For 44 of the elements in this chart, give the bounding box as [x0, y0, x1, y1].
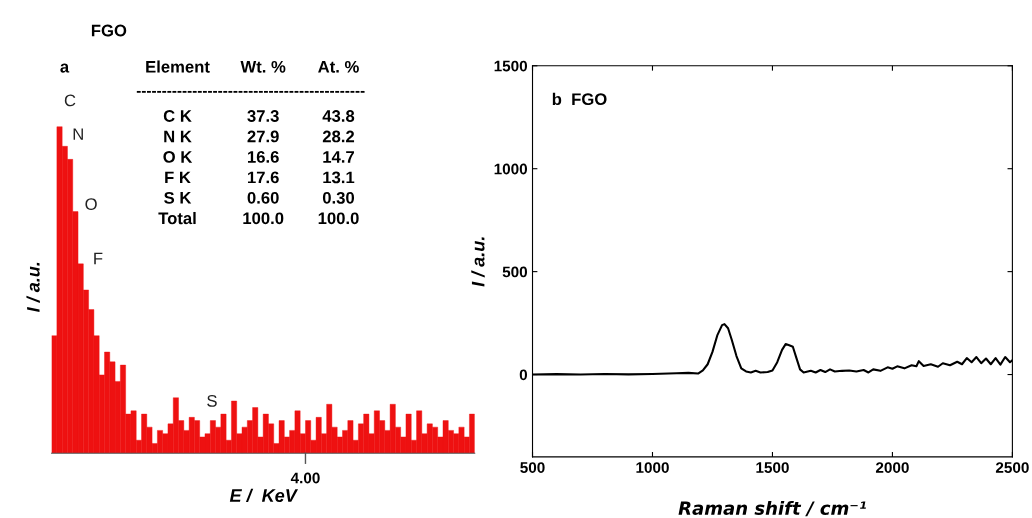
text: 4.00: [290, 472, 320, 484]
y-tick-label: 1500: [494, 60, 528, 72]
x-tick-label: 1500: [756, 462, 789, 473]
text: 43.8: [322, 110, 355, 122]
annotation: F K: [165, 171, 191, 184]
annotation: N: [73, 128, 83, 140]
annotation: O: [85, 198, 97, 210]
annotation: 17.6: [247, 171, 279, 184]
annotation: S: [207, 394, 217, 407]
text: Element: [146, 60, 210, 73]
annotation: 0.30: [322, 191, 355, 204]
x-axis-title: Raman shift / cm⁻¹: [678, 500, 866, 517]
text: At. %: [318, 60, 359, 73]
text: 37.3: [247, 110, 279, 122]
annotation: 28.2: [322, 130, 355, 143]
annotation: S K: [164, 191, 192, 204]
y-tick-label: 500: [502, 266, 528, 278]
annotation: 13.1: [323, 171, 355, 184]
x-tick-label: 2500: [995, 462, 1029, 473]
x-tick-label: 2000: [875, 462, 909, 473]
annotation: F: [94, 252, 103, 265]
text: C: [64, 94, 76, 107]
y-tick-label: 1000: [494, 163, 528, 175]
text: ---------------------------------------------: [136, 90, 365, 93]
annotation: N K: [164, 130, 192, 143]
text: C K: [163, 110, 192, 122]
annotation: 14.7: [323, 151, 354, 163]
x-tick-label: 1000: [636, 462, 669, 473]
annotation: Total: [158, 211, 196, 225]
y-tick-label: 0: [519, 369, 528, 381]
y-axis-title: I / a.u.: [471, 237, 485, 287]
annotation: 16.6: [247, 151, 279, 163]
annotation: 27.9: [247, 130, 279, 143]
chart-title: FGO: [91, 24, 127, 37]
text: a: [60, 63, 70, 73]
text: Wt. %: [240, 60, 286, 73]
annotation: 100.0: [318, 212, 359, 225]
annotation: 100.0: [243, 212, 284, 225]
annotation: 0.60: [247, 191, 279, 204]
x-tick-label: 500: [520, 462, 545, 473]
y-axis-title: I / a.u.: [26, 262, 40, 312]
x-axis-title: E / KeV: [229, 488, 299, 503]
annotation: O K: [163, 151, 193, 163]
annotation: b FGO: [552, 92, 607, 106]
